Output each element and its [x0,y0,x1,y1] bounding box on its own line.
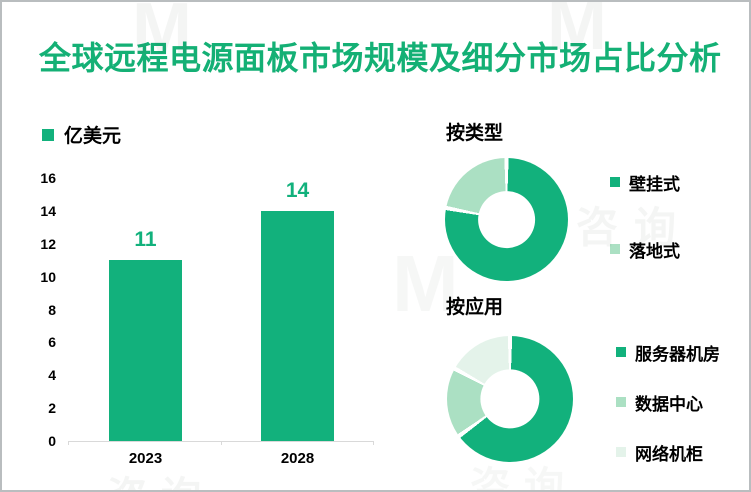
legend-item: 壁挂式 [610,170,680,194]
bar-value-label: 11 [134,228,157,252]
x-axis-tick-label: 2028 [280,450,315,467]
bar-2028 [261,210,334,441]
watermark-text: 咨询 [107,464,215,490]
legend-swatch-icon [42,128,54,141]
unit-label: 亿美元 [64,126,122,147]
legend-label: 落地式 [629,241,680,261]
donut-hole [480,369,540,429]
donut-chart-by-type [445,158,568,281]
legend-swatch-icon [616,397,626,407]
bar-value-label: 14 [285,178,310,202]
legend-swatch-icon [610,244,620,254]
page-title: 全球远程电源面板市场规模及细分市场占比分析 [39,40,722,76]
legend-swatch-icon [616,447,626,457]
axis-tick-mark [221,441,222,445]
legend-label: 壁挂式 [629,174,680,194]
donut-hole [477,190,536,249]
y-axis-tick-label: 4 [48,367,56,384]
legend-by-application: 服务器机房数据中心网络机柜 [616,340,720,464]
donut-chart-by-application [447,336,573,462]
legend-label: 网络机柜 [635,444,703,464]
y-axis-tick-label: 12 [40,235,56,252]
legend-swatch-icon [616,347,626,357]
legend-label: 数据中心 [635,394,703,414]
legend-item: 落地式 [610,237,680,261]
y-axis-tick-label: 6 [48,334,56,351]
y-axis-tick-label: 0 [48,433,56,449]
legend-label: 服务器机房 [635,344,720,364]
bar-chart-legend: 亿美元 [42,121,121,148]
y-axis-tick-label: 14 [40,202,56,219]
axis-tick-mark [68,441,69,445]
x-axis-tick-label: 2023 [128,450,163,467]
legend-by-type: 壁挂式 落地式 [610,170,680,261]
legend-item: 服务器机房 [616,340,720,364]
y-axis-tick-label: 8 [48,301,56,318]
legend-item: 数据中心 [616,390,720,414]
donut-app-title: 按应用 [446,297,504,318]
axis-tick-mark [373,441,374,445]
y-axis-tick-label: 16 [40,170,56,186]
donut-type-title: 按类型 [446,123,504,144]
legend-item: 网络机柜 [616,440,720,464]
y-axis-tick-label: 10 [40,268,56,285]
y-axis: 0 2 4 6 8 10 12 14 16 [20,170,56,449]
bar-chart: 11 2023 14 2028 [68,178,374,467]
legend-swatch-icon [610,177,620,187]
y-axis-tick-label: 2 [48,400,56,417]
bar-2023 [109,260,182,441]
